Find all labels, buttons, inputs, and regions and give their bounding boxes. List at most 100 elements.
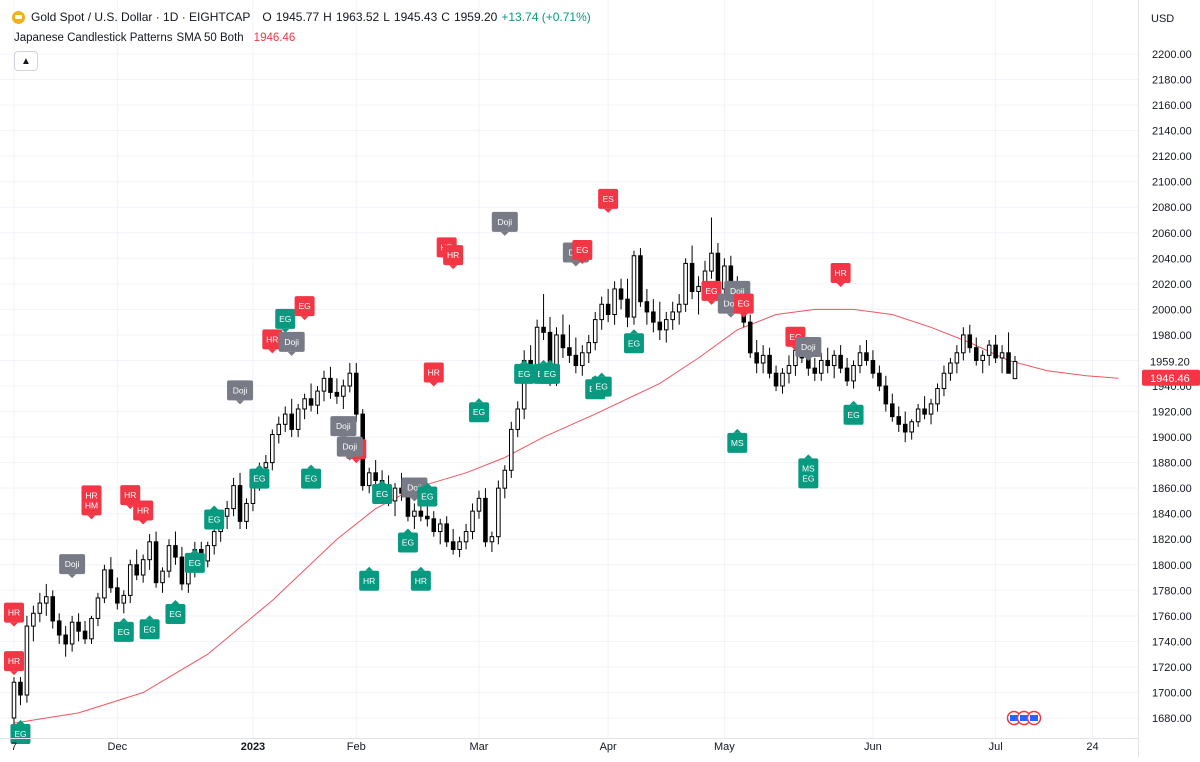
pattern-marker-hr: HR xyxy=(359,567,379,591)
collapse-legend-button[interactable]: ▲ xyxy=(14,51,38,71)
candle xyxy=(574,337,578,373)
price-tick-label: 1980.00 xyxy=(1152,330,1192,342)
candle-body-down xyxy=(561,335,565,348)
candle-body-down xyxy=(484,498,488,541)
candle xyxy=(593,312,597,350)
candle xyxy=(884,376,888,412)
candle xyxy=(865,340,869,366)
pattern-label-pointer xyxy=(210,505,218,509)
candle-body-down xyxy=(432,519,436,532)
pattern-marker-ms: MS xyxy=(727,429,747,453)
open-label: O xyxy=(262,10,271,24)
candle xyxy=(335,378,339,404)
candle-body-up xyxy=(438,524,442,532)
candle xyxy=(342,380,346,409)
candle-body-down xyxy=(574,355,578,365)
candle xyxy=(174,532,178,565)
candle-body-up xyxy=(128,565,132,596)
candle-body-up xyxy=(245,503,249,521)
pattern-label-text: EG xyxy=(118,627,130,637)
candle xyxy=(471,503,475,539)
candle xyxy=(1007,332,1011,373)
symbol-legend: Gold Spot / U.S. Dollar · 1D · EIGHTCAP … xyxy=(12,10,591,24)
candle xyxy=(96,593,100,626)
candle xyxy=(542,294,546,340)
pattern-label-text: EG xyxy=(518,369,530,379)
candle-body-up xyxy=(264,463,268,468)
candle xyxy=(761,345,765,373)
candle xyxy=(303,394,307,420)
candle xyxy=(309,383,313,411)
candle-body-up xyxy=(535,327,539,365)
candle xyxy=(64,626,68,657)
pattern-label-pointer xyxy=(630,329,638,333)
sma-price-badge-text: 1946.46 xyxy=(1150,373,1190,385)
candle xyxy=(652,299,656,332)
candle xyxy=(664,312,668,343)
candle-body-up xyxy=(677,304,681,312)
candle-body-up xyxy=(1000,353,1004,358)
pattern-label-text: HR xyxy=(266,334,278,344)
candle xyxy=(355,363,359,422)
candle xyxy=(38,593,42,622)
pattern-label-text: EG xyxy=(305,474,317,484)
candle xyxy=(787,355,791,383)
candle xyxy=(484,488,488,547)
pattern-label-text: HM xyxy=(85,500,98,510)
pattern-label-pointer xyxy=(837,283,845,287)
candle xyxy=(916,404,920,427)
candle-body-up xyxy=(458,542,462,550)
candle xyxy=(77,613,81,641)
candle xyxy=(490,532,494,552)
pattern-markers: HRHREGDojiHRHMEGHRHREGEGEGEGDojiEGHREGDo… xyxy=(4,189,864,744)
flag-fill xyxy=(1030,715,1038,721)
time-tick-label: Feb xyxy=(347,741,366,753)
price-tick-label: 2200.00 xyxy=(1152,49,1192,61)
close-label: C xyxy=(441,10,450,24)
pattern-label-pointer xyxy=(10,671,18,675)
candle xyxy=(367,468,371,494)
candle-body-up xyxy=(684,263,688,304)
candle xyxy=(393,483,397,516)
last-price-badge-text: 1959.20 xyxy=(1150,356,1190,368)
candle-body-up xyxy=(464,532,468,542)
candle-body-down xyxy=(1007,353,1011,373)
candle xyxy=(581,345,585,376)
candle-body-up xyxy=(710,253,714,271)
price-tick-label: 1860.00 xyxy=(1152,483,1192,495)
candle-body-down xyxy=(290,414,294,429)
candle-body-up xyxy=(503,470,507,488)
price-tick-label: 1680.00 xyxy=(1152,713,1192,725)
candle-body-up xyxy=(471,511,475,531)
chevron-up-icon: ▲ xyxy=(21,56,31,67)
candle-body-up xyxy=(987,345,991,355)
candle-body-up xyxy=(697,286,701,291)
candle xyxy=(322,371,326,402)
pattern-label-pointer xyxy=(410,497,418,501)
indicator-legend[interactable]: Japanese Candlestick Patterns SMA 50 Bot… xyxy=(14,32,295,44)
candle xyxy=(561,314,565,357)
pattern-marker-eg: EG xyxy=(624,329,644,353)
pattern-label-pointer xyxy=(604,209,612,213)
currency-button[interactable]: USD xyxy=(1143,8,1193,30)
candle-body-down xyxy=(839,355,843,368)
currency-label: USD xyxy=(1151,13,1174,25)
candle-body-up xyxy=(852,366,856,381)
candle xyxy=(755,340,759,373)
candle-body-down xyxy=(64,635,68,644)
candle xyxy=(83,621,87,644)
symbol-title[interactable]: Gold Spot / U.S. Dollar · 1D · EIGHTCAP xyxy=(31,10,250,24)
pattern-label-pointer xyxy=(87,515,95,519)
candle xyxy=(910,419,914,439)
pattern-label-text: Doji xyxy=(65,559,80,569)
price-tick-label: 1700.00 xyxy=(1152,687,1192,699)
time-tick-label: May xyxy=(714,741,735,753)
candle-body-down xyxy=(923,409,927,414)
candle xyxy=(903,412,907,443)
pattern-label-pointer xyxy=(707,301,715,305)
candle xyxy=(296,404,300,437)
